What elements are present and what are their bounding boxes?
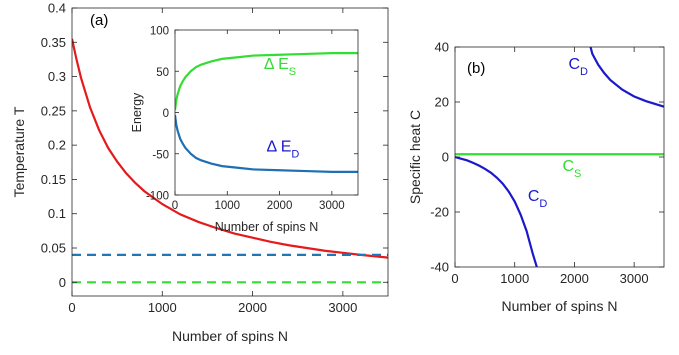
x-axis-label: Number of spins N — [502, 298, 618, 314]
annotation-label: CS — [562, 158, 581, 180]
y-tick-label: 0 — [442, 150, 449, 165]
annotation-label: Δ ED — [267, 138, 300, 160]
annotation-label: CD — [528, 188, 548, 210]
x-tick-label: 3000 — [620, 271, 649, 286]
y-tick-label: 20 — [435, 95, 449, 110]
panel-a-inset: 0 1000 2000 3000 -100 -50 0 50 100 Number of spin… — [130, 26, 359, 234]
series-line-1 — [175, 114, 358, 173]
annotation-text: C — [562, 158, 574, 175]
x-tick-label: 2000 — [560, 271, 589, 286]
y-tick-label: 0.3 — [48, 69, 66, 84]
annotation-label: Δ ES — [264, 56, 296, 78]
annotation-text: C — [568, 56, 580, 73]
annotation-subscript: S — [574, 168, 581, 180]
annotation-text: Δ E — [267, 138, 292, 155]
plot-area — [175, 30, 358, 195]
plot-area — [455, 47, 664, 267]
y-tick-label: 100 — [150, 26, 169, 38]
annotation-subscript: D — [291, 148, 299, 160]
series-line-0 — [72, 38, 388, 259]
x-tick-label: 1000 — [500, 271, 529, 286]
y-tick-label: 40 — [435, 40, 449, 55]
x-tick-label: 2000 — [267, 200, 293, 212]
y-tick-label: 0.1 — [48, 206, 66, 221]
annotation-subscript: D — [580, 66, 588, 78]
x-tick-label: 1000 — [214, 200, 240, 212]
x-axis-label: Number of spins N — [172, 328, 288, 344]
y-tick-label: -100 — [146, 191, 169, 203]
annotation-text: Δ E — [264, 56, 289, 73]
y-tick-label: -40 — [430, 260, 449, 275]
x-axis-label: Number of spins N — [215, 220, 319, 234]
panel-label: (a) — [90, 12, 108, 29]
y-tick-label: 0.2 — [48, 138, 66, 153]
x-tick-label: 0 — [68, 300, 75, 315]
series-line-0 — [455, 155, 538, 267]
x-tick-label: 2000 — [238, 300, 267, 315]
series-line-0 — [175, 51, 358, 111]
panel-label: (b) — [467, 60, 485, 77]
annotation-text: C — [528, 188, 540, 205]
y-tick-label: 50 — [156, 67, 169, 79]
y-tick-label: 0.35 — [41, 35, 66, 50]
x-tick-label: 1000 — [148, 300, 177, 315]
y-tick-label: 0.05 — [41, 241, 66, 256]
y-tick-label: -20 — [430, 205, 449, 220]
axes-frame — [71, 7, 389, 297]
y-tick-label: 0.15 — [41, 172, 66, 187]
annotation-subscript: D — [539, 198, 547, 210]
series-line-1 — [589, 47, 664, 108]
panel-b: 0 1000 2000 3000 -40 -20 0 20 40 Number of spins … — [407, 40, 665, 314]
x-tick-label: 3000 — [319, 200, 345, 212]
series-group — [175, 51, 358, 173]
annotation-label: CD — [568, 56, 588, 78]
x-tick-label: 0 — [451, 271, 458, 286]
series-group — [455, 47, 664, 267]
y-axis-label: Energy — [130, 92, 144, 132]
y-axis-label: Specific heat C — [407, 110, 423, 204]
y-tick-label: 0.25 — [41, 103, 66, 118]
y-tick-label: 0.4 — [48, 1, 66, 16]
y-tick-label: 0 — [59, 275, 66, 290]
series-group — [72, 38, 388, 284]
annotation-subscript: S — [289, 66, 296, 78]
y-axis-label: Temperature T — [11, 106, 27, 197]
y-tick-label: -50 — [152, 149, 169, 161]
x-tick-label: 3000 — [328, 300, 357, 315]
y-tick-label: 0 — [163, 108, 169, 120]
x-tick-label: 0 — [172, 200, 178, 212]
